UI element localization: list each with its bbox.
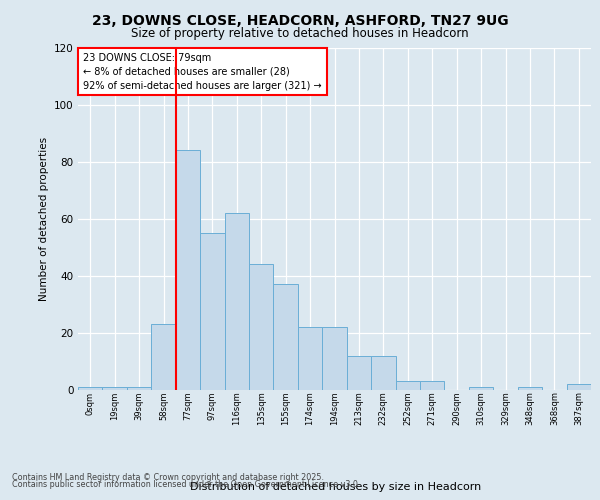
Bar bbox=[274, 284, 298, 390]
Bar bbox=[371, 356, 395, 390]
Y-axis label: Number of detached properties: Number of detached properties bbox=[38, 136, 49, 301]
Bar bbox=[103, 387, 127, 390]
Text: Size of property relative to detached houses in Headcorn: Size of property relative to detached ho… bbox=[131, 28, 469, 40]
Bar bbox=[420, 382, 445, 390]
Bar bbox=[127, 387, 151, 390]
Bar bbox=[249, 264, 274, 390]
Bar bbox=[469, 387, 493, 390]
Bar bbox=[518, 387, 542, 390]
Text: Contains HM Land Registry data © Crown copyright and database right 2025.: Contains HM Land Registry data © Crown c… bbox=[12, 472, 324, 482]
Text: Contains public sector information licensed under the Open Government Licence v3: Contains public sector information licen… bbox=[12, 480, 361, 489]
Bar bbox=[224, 213, 249, 390]
Bar bbox=[176, 150, 200, 390]
Bar bbox=[151, 324, 176, 390]
Text: Distribution of detached houses by size in Headcorn: Distribution of detached houses by size … bbox=[190, 482, 482, 492]
Bar bbox=[200, 233, 224, 390]
Bar bbox=[298, 327, 322, 390]
Bar bbox=[395, 382, 420, 390]
Bar bbox=[347, 356, 371, 390]
Text: 23, DOWNS CLOSE, HEADCORN, ASHFORD, TN27 9UG: 23, DOWNS CLOSE, HEADCORN, ASHFORD, TN27… bbox=[92, 14, 508, 28]
Bar bbox=[566, 384, 591, 390]
Bar bbox=[322, 327, 347, 390]
Bar bbox=[78, 387, 103, 390]
Text: 23 DOWNS CLOSE: 79sqm
← 8% of detached houses are smaller (28)
92% of semi-detac: 23 DOWNS CLOSE: 79sqm ← 8% of detached h… bbox=[83, 52, 322, 90]
